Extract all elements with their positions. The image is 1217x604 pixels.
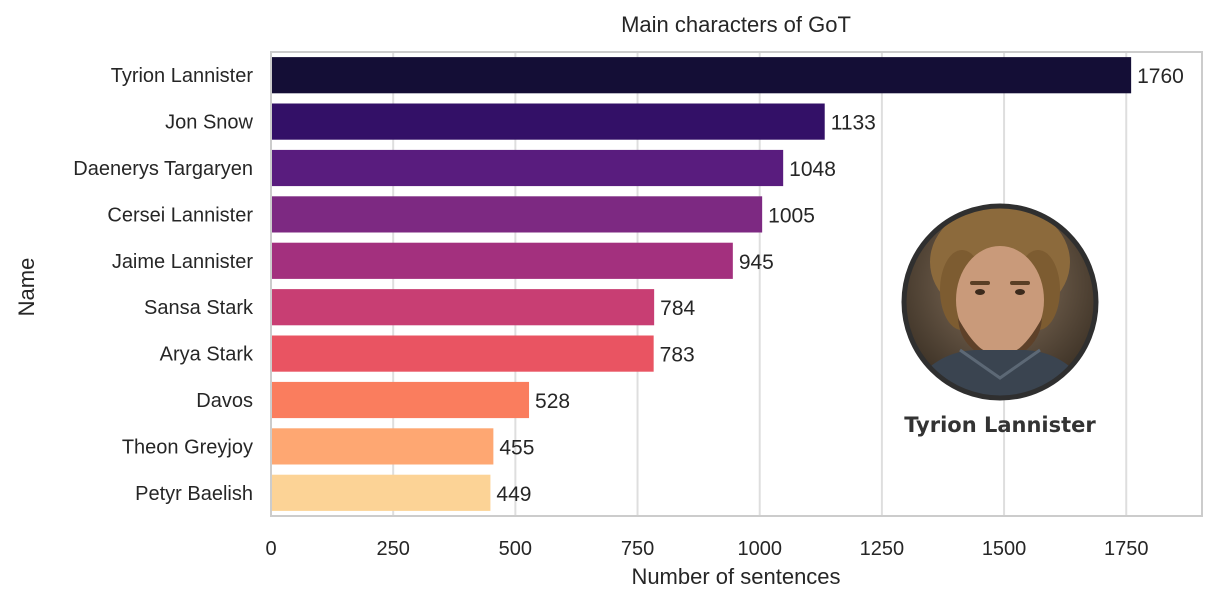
chart-title: Main characters of GoT bbox=[621, 12, 851, 37]
inset-character-name: Tyrion Lannister bbox=[904, 413, 1096, 437]
y-tick-label: Jon Snow bbox=[165, 112, 253, 134]
value-label: 783 bbox=[660, 344, 695, 367]
value-label: 1005 bbox=[768, 204, 815, 227]
x-tick-label: 250 bbox=[376, 538, 409, 560]
bar bbox=[272, 57, 1132, 94]
x-tick-label: 750 bbox=[621, 538, 654, 560]
x-tick-label: 1250 bbox=[860, 538, 905, 560]
y-tick-label: Tyrion Lannister bbox=[111, 65, 254, 87]
y-tick-label: Daenerys Targaryen bbox=[73, 158, 253, 180]
value-label: 528 bbox=[535, 390, 570, 413]
inset-portrait: Tyrion Lannister bbox=[901, 203, 1099, 437]
value-label: 784 bbox=[660, 297, 695, 320]
value-label: 449 bbox=[496, 483, 531, 506]
x-tick-label: 1500 bbox=[982, 538, 1027, 560]
x-axis-label: Number of sentences bbox=[631, 564, 840, 589]
y-tick-label: Jaime Lannister bbox=[112, 251, 254, 273]
portrait-border bbox=[901, 203, 1099, 401]
bar bbox=[272, 196, 763, 233]
bar bbox=[272, 149, 784, 187]
value-label: 1048 bbox=[789, 158, 836, 181]
bar bbox=[272, 381, 530, 419]
y-tick-label: Davos bbox=[196, 390, 253, 412]
x-tick-label: 0 bbox=[265, 538, 276, 560]
y-tick-label: Cersei Lannister bbox=[107, 204, 253, 226]
value-label: 1133 bbox=[831, 112, 876, 135]
value-label: 945 bbox=[739, 251, 774, 274]
portrait-icon bbox=[905, 207, 1095, 397]
y-tick-label: Arya Stark bbox=[160, 344, 254, 366]
bar bbox=[272, 289, 655, 326]
y-tick-label: Petyr Baelish bbox=[135, 483, 253, 505]
x-tick-label: 500 bbox=[499, 538, 532, 560]
plot-frame bbox=[270, 51, 1203, 517]
bar bbox=[272, 428, 494, 465]
bar bbox=[272, 335, 654, 372]
y-tick-label: Theon Greyjoy bbox=[122, 436, 253, 458]
y-tick-label: Sansa Stark bbox=[144, 297, 254, 319]
x-tick-label: 1750 bbox=[1104, 538, 1149, 560]
bars bbox=[272, 57, 1132, 511]
x-tick-label: 1000 bbox=[737, 538, 782, 560]
x-tick-labels: 0 250 500 750 1000 1250 1500 1750 bbox=[265, 538, 1148, 560]
bar bbox=[272, 242, 733, 279]
bar bbox=[272, 103, 825, 140]
value-label: 1760 bbox=[1137, 65, 1184, 88]
y-tick-labels: Tyrion Lannister Jon Snow Daenerys Targary… bbox=[73, 65, 254, 505]
bar bbox=[272, 474, 491, 511]
value-label: 455 bbox=[499, 436, 534, 459]
y-axis-label: Name bbox=[14, 258, 39, 317]
